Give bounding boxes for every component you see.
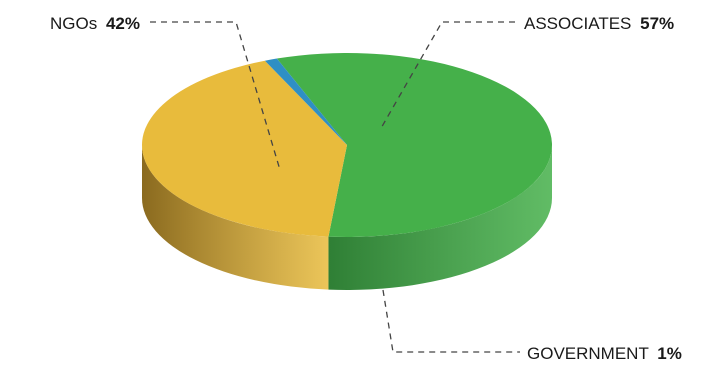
slice-side-associates xyxy=(328,145,552,291)
pie-slices xyxy=(142,53,552,237)
label-government-value: 1% xyxy=(657,344,682,363)
label-government-name: GOVERNMENT xyxy=(527,344,649,363)
label-associates-name: ASSOCIATES xyxy=(524,14,631,33)
label-government: GOVERNMENT 1% xyxy=(527,344,682,363)
label-associates: ASSOCIATES 57% xyxy=(524,14,674,33)
pie-sides xyxy=(142,145,552,291)
slice-associates xyxy=(276,53,552,237)
slice-government xyxy=(264,58,347,146)
leader-line-associates xyxy=(379,21,515,131)
slice-ngos xyxy=(142,60,347,237)
label-associates-value: 57% xyxy=(640,14,674,33)
label-ngos-name: NGOs xyxy=(50,14,97,33)
leader-line-ngos xyxy=(150,21,281,171)
label-ngos-value: 42% xyxy=(106,14,140,33)
slice-side-ngos xyxy=(142,145,329,290)
label-ngos: NGOs 42% xyxy=(50,14,140,33)
leader-line-government xyxy=(382,289,520,353)
